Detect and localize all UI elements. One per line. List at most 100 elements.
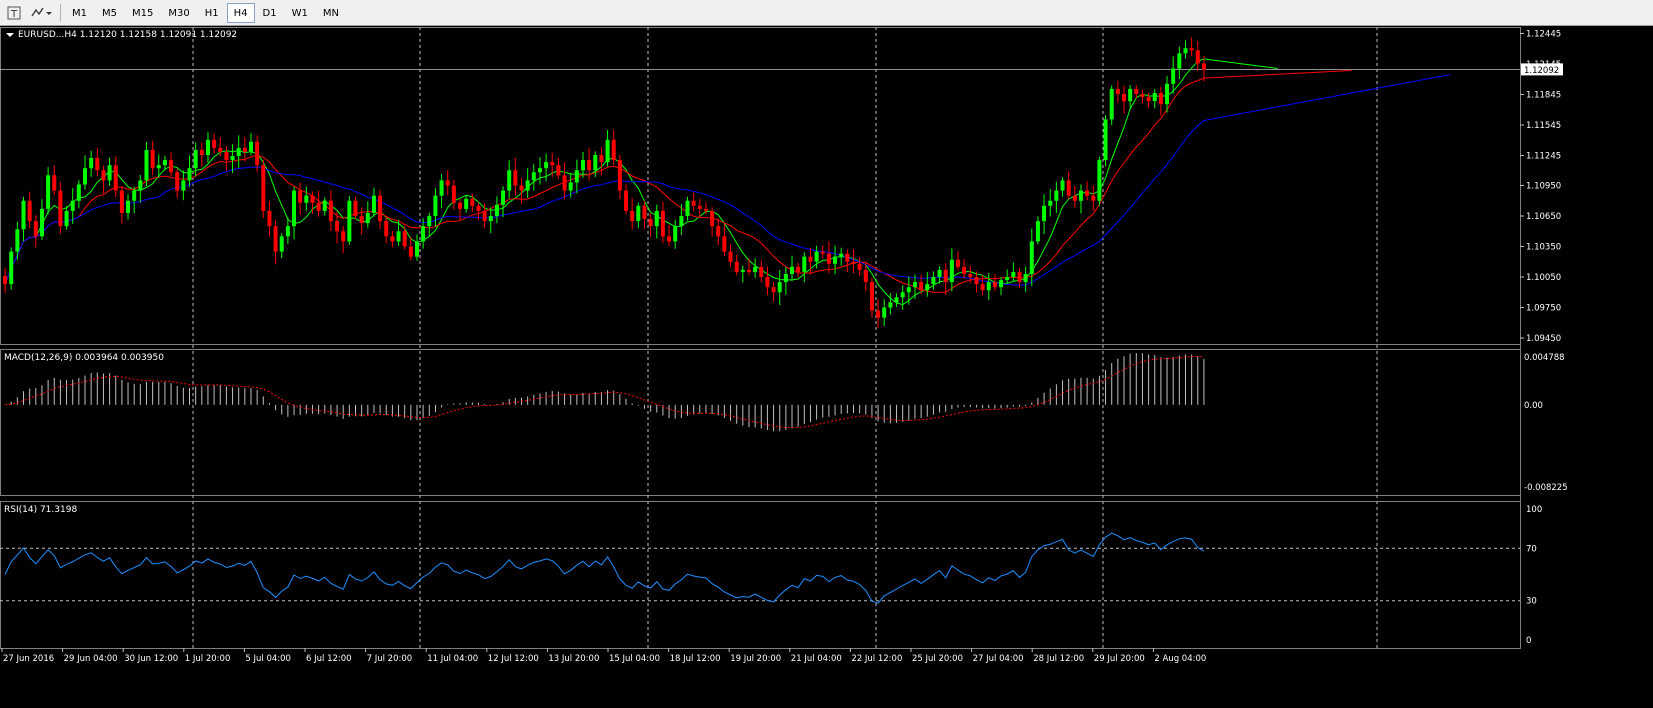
candle-body xyxy=(476,205,481,211)
timeframe-m15-button[interactable]: M15 xyxy=(132,7,154,19)
bull-candle xyxy=(1011,262,1016,282)
main-panel-frame xyxy=(0,27,1521,345)
candle-body xyxy=(630,210,635,222)
bear-candle xyxy=(1158,86,1163,116)
timeframe-m30-button[interactable]: M30 xyxy=(168,7,190,19)
candle-body xyxy=(1005,277,1010,281)
timeframe-toolbar: T M1 M5 M15 M30 H1 H4 D1 W1 MN xyxy=(0,0,1653,26)
grid-layer xyxy=(0,27,1521,649)
bear-candle xyxy=(52,165,57,196)
candle-body xyxy=(1109,88,1114,120)
candle-body xyxy=(138,180,143,191)
candle-body xyxy=(617,160,622,191)
candle-body xyxy=(1035,221,1040,242)
candle-body xyxy=(1165,83,1170,105)
candle-body xyxy=(716,226,721,237)
timeframe-d1-button[interactable]: D1 xyxy=(262,7,277,19)
bear-candle xyxy=(556,157,561,180)
bull-candle xyxy=(537,157,542,185)
bear-candle xyxy=(242,137,247,162)
candle-body xyxy=(783,273,788,283)
timeframe-mn-button[interactable]: MN xyxy=(322,7,339,19)
chart-canvas[interactable]: 1.124451.121451.118451.115451.112451.109… xyxy=(0,27,1653,704)
bear-candle xyxy=(113,156,118,197)
bull-candle xyxy=(685,196,690,221)
candle-body xyxy=(826,253,831,264)
candle-body xyxy=(70,200,75,211)
timeframe-h1-button[interactable]: H1 xyxy=(204,7,219,19)
bull-candle xyxy=(1097,156,1102,207)
candle-body xyxy=(740,269,745,272)
candle-body xyxy=(919,282,924,291)
rsi-panel-frame xyxy=(0,501,1521,649)
time-label: 13 Jul 20:00 xyxy=(548,654,599,664)
candle-body xyxy=(882,307,887,318)
rsi-scale-label: 30 xyxy=(1526,597,1537,607)
current-price-label: 1.12092 xyxy=(1524,66,1559,76)
text-tool-icon[interactable]: T xyxy=(4,3,24,23)
timeframe-h4-button[interactable]: H4 xyxy=(226,2,255,23)
bull-candle xyxy=(1042,194,1047,235)
candle-body xyxy=(421,226,426,242)
candle-body xyxy=(808,256,813,262)
bear-candle xyxy=(273,220,278,265)
candle-body xyxy=(175,172,180,191)
candle-body xyxy=(1158,92,1163,105)
candle-body xyxy=(851,261,856,264)
time-label: 15 Jul 04:00 xyxy=(609,654,660,664)
candle-body xyxy=(76,184,81,201)
bull-candle xyxy=(783,267,788,295)
time-label: 27 Jun 2016 xyxy=(3,654,54,664)
chart-window[interactable]: 1.124451.121451.118451.115451.112451.109… xyxy=(0,27,1653,704)
timeframe-m5-button[interactable]: M5 xyxy=(102,7,117,19)
macd-panel-header: MACD(12,26,9) 0.003964 0.003950 xyxy=(4,353,164,363)
candle-body xyxy=(470,198,475,206)
timeframe-w1-button[interactable]: W1 xyxy=(291,7,308,19)
candle-body xyxy=(292,190,297,227)
bull-candle xyxy=(1029,228,1034,286)
bull-candle xyxy=(433,188,438,227)
candle-body xyxy=(820,251,825,254)
bear-candle xyxy=(611,129,616,165)
candle-body xyxy=(150,149,155,169)
candle-body xyxy=(544,162,549,169)
bull-candle xyxy=(531,164,536,191)
toolbar-separator xyxy=(60,3,61,22)
candle-body xyxy=(46,175,51,209)
candle-body xyxy=(771,287,776,293)
bull-candle xyxy=(236,135,241,168)
objects-dropdown-icon[interactable] xyxy=(28,3,56,23)
candle-body xyxy=(371,195,376,213)
bull-candle xyxy=(894,293,899,307)
bear-candle xyxy=(224,146,229,171)
bull-candle xyxy=(427,212,432,237)
moving-averages-layer xyxy=(4,58,1450,306)
bear-candle xyxy=(101,165,106,194)
candle-body xyxy=(568,182,573,191)
bull-candle xyxy=(322,197,327,216)
bull-candle xyxy=(9,247,14,290)
candle-body xyxy=(285,226,290,237)
candle-body xyxy=(267,210,272,227)
timeframe-m1-button[interactable]: M1 xyxy=(72,7,87,19)
candle-body xyxy=(33,221,38,237)
candle-body xyxy=(999,280,1004,288)
bear-candle xyxy=(624,184,629,215)
candle-body xyxy=(833,256,838,264)
candle-body xyxy=(58,190,63,227)
candle-body xyxy=(64,210,69,227)
bear-candle xyxy=(359,207,364,235)
candle-body xyxy=(759,266,764,277)
candle-body xyxy=(519,185,524,191)
candle-body xyxy=(1189,48,1194,51)
bull-candle xyxy=(568,172,573,198)
candle-body xyxy=(679,216,684,227)
bear-candle xyxy=(728,244,733,268)
bear-candle xyxy=(1134,85,1139,99)
panel-collapse-icon[interactable] xyxy=(6,33,14,37)
candle-body xyxy=(396,231,401,242)
candle-body xyxy=(1183,48,1188,54)
bull-candle xyxy=(46,167,51,215)
bull-candle xyxy=(1165,76,1170,113)
candle-body xyxy=(501,190,506,205)
